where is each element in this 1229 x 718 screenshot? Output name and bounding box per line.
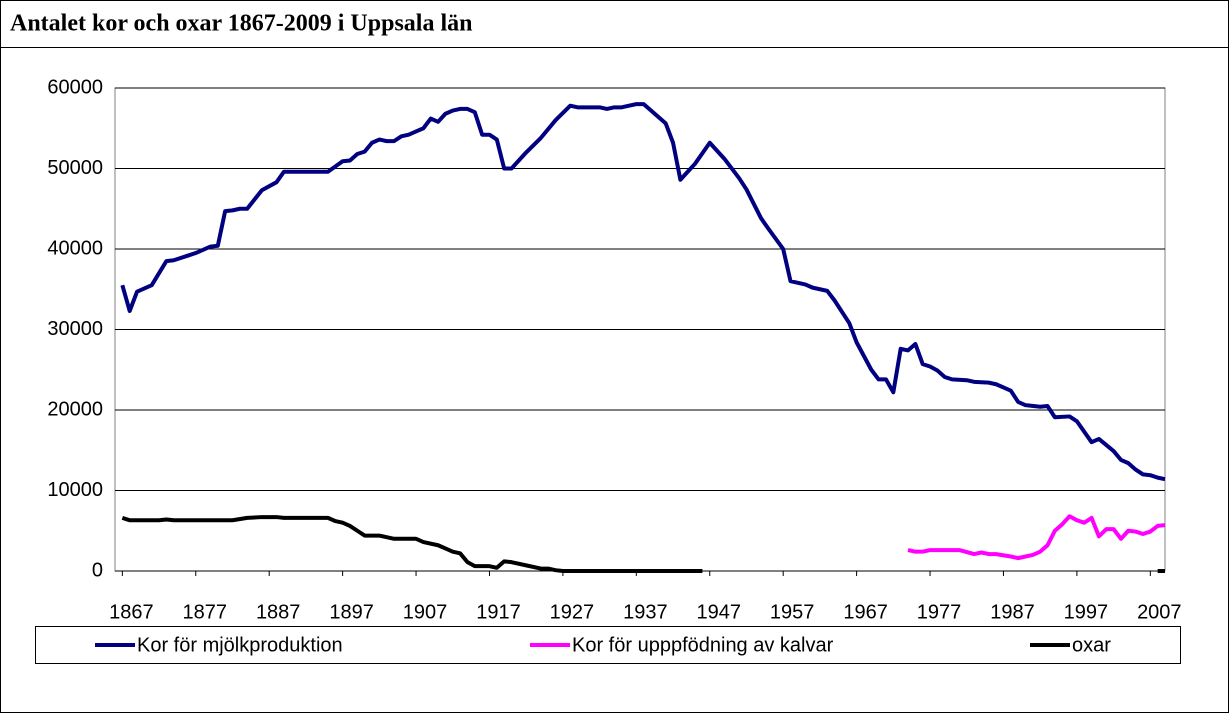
legend	[35, 626, 1181, 664]
y-tick-label: 40000	[47, 237, 103, 259]
x-tick-label: 1897	[329, 601, 374, 623]
y-tick-label: 60000	[47, 76, 103, 98]
x-tick-label: 1937	[623, 601, 668, 623]
x-tick-label: 1957	[770, 601, 815, 623]
y-tick-label: 30000	[47, 318, 103, 340]
legend-label: oxar	[1072, 634, 1111, 656]
x-tick-label: 1927	[550, 601, 595, 623]
x-tick-label: 1977	[917, 601, 962, 623]
x-tick-label: 1907	[403, 601, 448, 623]
x-tick-label: 1967	[843, 601, 888, 623]
y-tick-label: 20000	[47, 398, 103, 420]
y-tick-label: 50000	[47, 157, 103, 179]
series-line	[120, 102, 1166, 482]
x-tick-label: 1997	[1064, 601, 1109, 623]
x-tick-label: 1947	[697, 601, 742, 623]
chart-title: Antalet kor och oxar 1867-2009 i Uppsala…	[10, 11, 472, 37]
x-tick-label: 1877	[183, 601, 228, 623]
y-tick-label: 10000	[47, 479, 103, 501]
y-tick-label: 0	[92, 559, 103, 581]
x-tick-label: 2007	[1137, 601, 1182, 623]
legend-label: Kor för mjölkproduktion	[137, 634, 343, 656]
legend-label: Kor för upppfödning av kalvar	[572, 634, 834, 656]
x-tick-label: 1887	[256, 601, 301, 623]
x-tick-label: 1987	[990, 601, 1035, 623]
x-tick-label: 1917	[476, 601, 521, 623]
x-tick-label: 1867	[109, 601, 154, 623]
series-line	[907, 514, 1166, 561]
series-line	[121, 515, 1165, 573]
